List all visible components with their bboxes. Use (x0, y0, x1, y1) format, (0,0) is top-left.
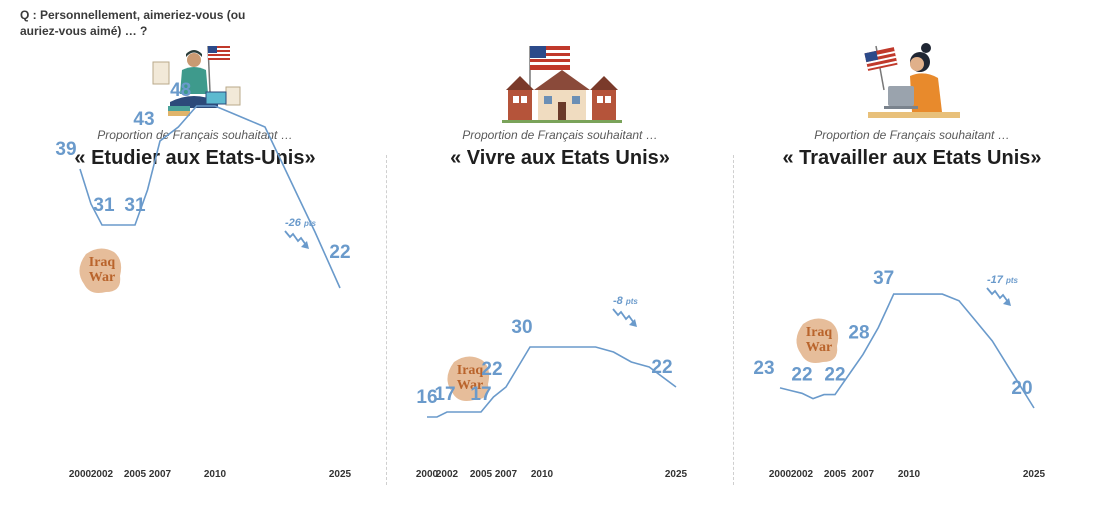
iraq-war-blob (79, 248, 122, 293)
question-text: Q : Personnellement, aimeriez-vous (ou a… (20, 8, 246, 38)
data-label: 31 (124, 195, 146, 216)
x-tick-label: 2025 (665, 469, 688, 480)
chart-subtitle: Proportion de Français souhaitant … (814, 128, 1010, 142)
iraq-war-label: Iraq (89, 255, 116, 270)
x-tick-label: 2000 (69, 469, 92, 480)
x-tick-label: 2000 (769, 469, 792, 480)
series-line (427, 346, 677, 418)
data-label: 17 (434, 384, 455, 405)
data-label: 28 (848, 322, 869, 343)
x-tick-label: 2010 (898, 469, 921, 480)
chart-title: « Etudier aux Etats-Unis» (74, 147, 316, 169)
data-label: 20 (1011, 378, 1032, 399)
x-tick-label: 2005 (124, 469, 147, 480)
data-label: 31 (93, 195, 115, 216)
data-label: 22 (791, 365, 812, 386)
data-label: 39 (55, 139, 76, 160)
woman-at-laptop-with-flag-illustration (864, 43, 960, 118)
x-tick-label: 2007 (852, 469, 875, 480)
panel-divider (733, 155, 734, 485)
x-tick-label: 2010 (204, 469, 227, 480)
iraq-war-blob (796, 318, 839, 363)
x-tick-label: 2002 (436, 469, 459, 480)
chart-subtitle: Proportion de Français souhaitant … (462, 128, 658, 142)
series-line (79, 105, 341, 289)
trend-down-icon (612, 308, 637, 327)
x-tick-label: 2005 (470, 469, 493, 480)
iraq-war-label: Iraq (806, 325, 833, 340)
change-label: -26 pts (285, 217, 317, 229)
data-label: 22 (651, 357, 672, 378)
chart-title: « Travailler aux Etats Unis» (782, 147, 1042, 169)
data-label: 23 (753, 358, 774, 379)
houses-with-flag-illustration (502, 46, 622, 123)
x-tick-label: 2005 (824, 469, 847, 480)
x-tick-label: 2002 (791, 469, 814, 480)
panel-divider (386, 155, 387, 485)
data-label: 37 (873, 268, 894, 289)
change-label: -17 pts (987, 274, 1019, 286)
change-label: -8 pts (613, 295, 638, 307)
panel-etudier: Proportion de Français souhaitant … « Et… (20, 0, 370, 506)
x-tick-label: 2000 (416, 469, 439, 480)
data-label: 30 (511, 317, 532, 338)
iraq-war-label: War (806, 340, 832, 355)
data-label: 22 (824, 365, 845, 386)
data-label: 22 (329, 242, 350, 263)
x-tick-label: 2007 (495, 469, 518, 480)
x-tick-label: 2010 (531, 469, 554, 480)
student-with-flag-illustration (152, 45, 241, 116)
x-tick-label: 2007 (149, 469, 172, 480)
x-tick-label: 2025 (1023, 469, 1046, 480)
x-tick-label: 2025 (329, 469, 352, 480)
data-label: 17 (470, 384, 491, 405)
data-label: 22 (481, 359, 502, 380)
iraq-war-label: Iraq (457, 363, 484, 378)
data-label: 48 (170, 80, 191, 101)
x-tick-label: 2002 (91, 469, 114, 480)
data-label: 43 (133, 109, 154, 130)
trend-down-icon (284, 230, 309, 249)
iraq-war-blob (447, 356, 490, 401)
chart-title: « Vivre aux Etats Unis» (450, 147, 670, 169)
trend-down-icon (986, 287, 1011, 306)
panel-travailler: Proportion de Français souhaitant … « Tr… (737, 0, 1087, 506)
panel-vivre: Proportion de Français souhaitant … « Vi… (390, 0, 730, 506)
data-label: 16 (416, 387, 437, 408)
chart-subtitle: Proportion de Français souhaitant … (97, 128, 293, 142)
iraq-war-label: War (89, 270, 115, 285)
series-line (779, 293, 1035, 409)
iraq-war-label: War (457, 378, 483, 393)
